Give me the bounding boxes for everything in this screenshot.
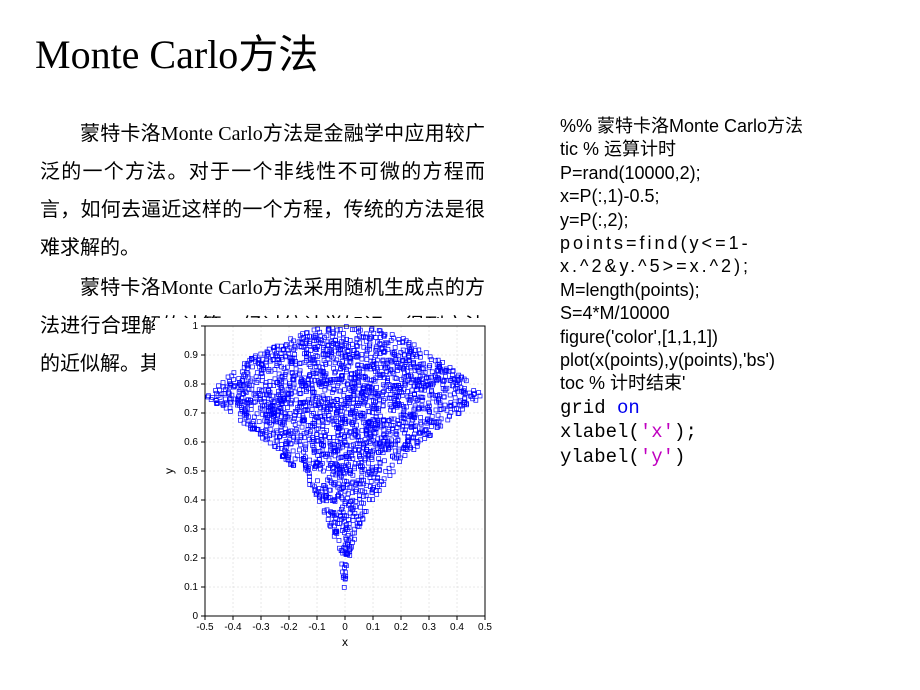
code-line: x=P(:,1)-0.5; <box>560 185 900 208</box>
code-line: plot(x(points),y(points),'bs') <box>560 349 900 372</box>
code-line: P=rand(10000,2); <box>560 162 900 185</box>
code-line: y=P(:,2); <box>560 209 900 232</box>
svg-text:y: y <box>162 468 176 474</box>
code-line: ylabel('y') <box>560 445 900 470</box>
paragraph-1: 蒙特卡洛Monte Carlo方法是金融学中应用较广泛的一个方法。对于一个非线性… <box>40 115 485 267</box>
svg-text:0.6: 0.6 <box>184 437 198 448</box>
svg-text:0.8: 0.8 <box>184 379 198 390</box>
code-line: S=4*M/10000 <box>560 302 900 325</box>
chart-svg: -0.5 -0.4 -0.3 -0.2 -0.1 0 0.1 0.2 0.3 0.4 0.5 0 0.1… <box>155 318 505 658</box>
slide-page: Monte Carlo方法 蒙特卡洛Monte Carlo方法是金融学中应用较广… <box>0 0 920 690</box>
svg-text:-0.2: -0.2 <box>280 622 298 633</box>
svg-text:0.1: 0.1 <box>184 582 198 593</box>
svg-text:x: x <box>342 635 348 649</box>
svg-text:0.9: 0.9 <box>184 350 198 361</box>
page-title: Monte Carlo方法 <box>35 22 318 80</box>
code-line: tic % 运算计时 <box>560 138 900 161</box>
monte-carlo-chart: -0.5 -0.4 -0.3 -0.2 -0.1 0 0.1 0.2 0.3 0.4 0.5 0 0.1… <box>155 318 505 658</box>
svg-text:-0.1: -0.1 <box>308 622 326 633</box>
code-line: figure('color',[1,1,1]) <box>560 326 900 349</box>
code-line: grid on <box>560 396 900 421</box>
svg-text:0.7: 0.7 <box>184 408 198 419</box>
svg-text:0.3: 0.3 <box>422 622 436 633</box>
svg-text:0.2: 0.2 <box>394 622 408 633</box>
svg-text:0.3: 0.3 <box>184 524 198 535</box>
code-line: M=length(points); <box>560 279 900 302</box>
svg-text:-0.3: -0.3 <box>252 622 270 633</box>
svg-text:0.1: 0.1 <box>366 622 380 633</box>
svg-text:0.4: 0.4 <box>450 622 464 633</box>
code-line: xlabel('x'); <box>560 420 900 445</box>
svg-text:-0.5: -0.5 <box>196 622 214 633</box>
svg-text:0.2: 0.2 <box>184 553 198 564</box>
svg-text:1: 1 <box>192 321 198 332</box>
code-line: points=find(y<=1-x.^2&y.^5>=x.^2); <box>560 232 900 279</box>
svg-text:0: 0 <box>192 611 198 622</box>
svg-text:0.5: 0.5 <box>184 466 198 477</box>
code-line: toc % 计时结束' <box>560 372 900 395</box>
svg-text:0: 0 <box>342 622 348 633</box>
matlab-code-block: %% 蒙特卡洛Monte Carlo方法tic % 运算计时P=rand(100… <box>560 115 900 470</box>
svg-text:0.5: 0.5 <box>478 622 492 633</box>
svg-text:0.4: 0.4 <box>184 495 198 506</box>
svg-text:-0.4: -0.4 <box>224 622 242 633</box>
code-line: %% 蒙特卡洛Monte Carlo方法 <box>560 115 900 138</box>
